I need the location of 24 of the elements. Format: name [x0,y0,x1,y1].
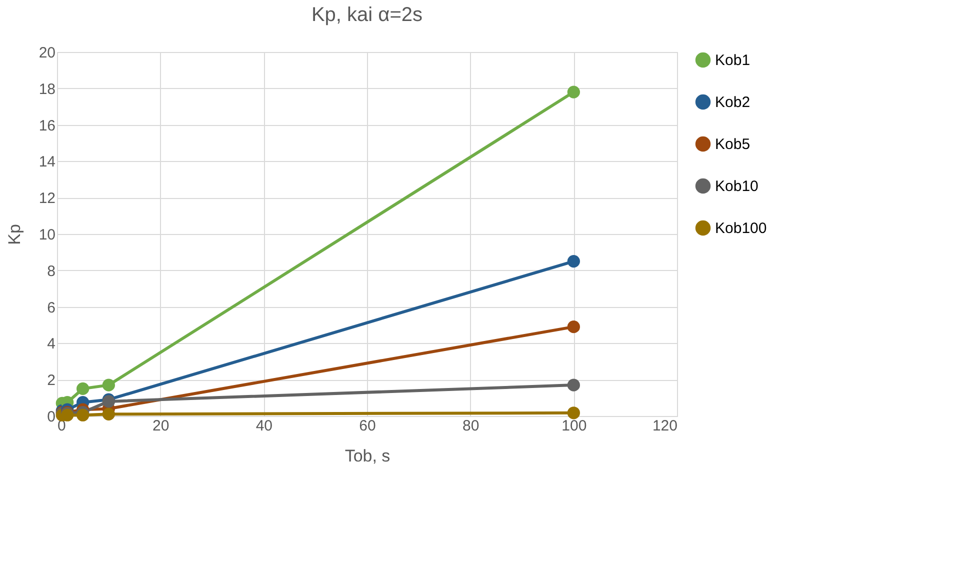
y-tick-label: 12 [38,190,56,208]
y-tick-label: 4 [47,336,56,353]
y-tick-label: 20 [38,44,56,62]
y-tick-label: 14 [38,154,56,171]
legend-label: Kob2 [715,94,750,111]
x-tick-label: 120 [652,418,678,434]
x-tick-label: 20 [152,418,170,434]
x-tick-label: 40 [256,418,273,434]
x-tick-label: 100 [562,418,587,434]
legend-label: Kob10 [715,178,758,195]
y-tick-label: 8 [47,262,56,280]
y-tick-label: 16 [38,117,56,134]
y-tick-label: 6 [47,299,56,316]
legend-label: Kob5 [715,136,750,153]
legend-label: Kob1 [715,52,750,69]
y-tick-label: 2 [47,372,56,390]
x-tick-label: 80 [462,418,480,434]
x-tick-label: 60 [359,418,376,434]
y-tick-label: 10 [38,226,56,244]
chart-title: Kp, kai α=2s [311,4,423,26]
y-axis-title: Kp [4,224,24,245]
y-tick-label: 18 [38,80,56,98]
legend-label: Kob100 [715,220,767,237]
x-axis-title: Tob, s [344,446,390,466]
